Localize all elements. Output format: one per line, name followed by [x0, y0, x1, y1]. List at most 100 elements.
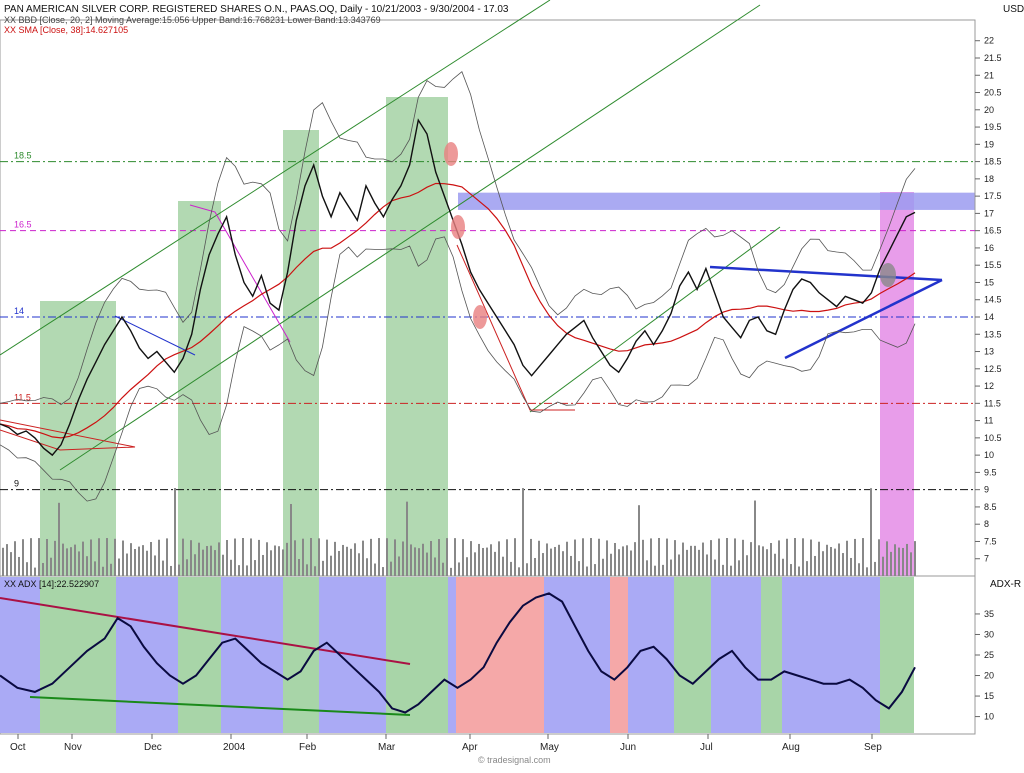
volume-bar — [866, 567, 868, 576]
price-tick-label: 21 — [984, 70, 994, 80]
volume-bar — [830, 546, 832, 576]
volume-bar — [814, 555, 816, 576]
volume-bar — [562, 551, 564, 576]
volume-bar — [718, 538, 720, 576]
volume-bar — [286, 542, 288, 576]
price-tick-label: 8 — [984, 519, 989, 529]
volume-bar — [906, 543, 908, 576]
volume-bar — [110, 563, 112, 576]
trend-lines — [0, 0, 943, 471]
volume-bar — [254, 560, 256, 576]
volume-bar — [658, 538, 660, 576]
zone-green-4 — [386, 97, 448, 576]
volume-bar — [162, 560, 164, 576]
volume-bar — [798, 566, 800, 576]
volume-bar — [206, 546, 208, 576]
volume-bar — [786, 538, 788, 576]
volume-bar — [910, 552, 912, 576]
volume-bar — [466, 557, 468, 576]
volume-bar — [902, 547, 904, 576]
volume-bar — [46, 538, 48, 576]
price-tick-label: 21.5 — [984, 53, 1002, 63]
volume-bar — [202, 549, 204, 576]
volume-bar — [302, 538, 304, 576]
channel-upper-line — [0, 0, 551, 356]
volume-bar — [454, 538, 456, 576]
volume-bar — [310, 538, 312, 576]
volume-bar — [618, 549, 620, 576]
volume-bar — [10, 552, 12, 576]
adx-zone-green — [178, 577, 221, 733]
price-tick-label: 16.5 — [984, 226, 1002, 236]
price-tick-label: 15 — [984, 277, 994, 287]
volume-bar — [74, 544, 76, 576]
volume-bar — [222, 554, 224, 576]
volume-bar — [526, 563, 528, 576]
volume-bar — [346, 546, 348, 576]
volume-bar — [270, 550, 272, 576]
price-tick-label: 22 — [984, 36, 994, 46]
x-tick-label: Jun — [620, 742, 636, 753]
volume-bar — [378, 538, 380, 576]
chart-title: PAN AMERICAN SILVER CORP. REGISTERED SHA… — [4, 4, 509, 15]
volume-bar — [330, 555, 332, 576]
volume-bar — [826, 544, 828, 576]
volume-bar — [218, 542, 220, 576]
volume-bar — [150, 541, 152, 576]
volume-bar — [14, 541, 16, 576]
volume-bar — [458, 562, 460, 576]
volume-bar — [642, 539, 644, 576]
adx-zone-blue — [628, 577, 674, 733]
adx-tick-label: 30 — [984, 629, 994, 639]
volume-bar — [90, 539, 92, 576]
adx-axis: 10 15 20 25 30 35 — [975, 609, 994, 722]
triangle-lower-line — [784, 278, 943, 360]
volume-bar — [398, 556, 400, 576]
reference-label: 14 — [14, 306, 24, 316]
volume-bar — [858, 563, 860, 576]
price-tick-label: 12 — [984, 381, 994, 391]
volume-bar — [382, 567, 384, 576]
volume-bar — [226, 540, 228, 576]
volume-bar — [34, 567, 36, 576]
price-tick-label: 10.5 — [984, 433, 1002, 443]
price-axis: 7 7.5 8 8.5 9 9.5 10 10.5 11 11.5 12 12.5 13 13.5 14 14… — [975, 36, 1002, 564]
volume-bar — [158, 539, 160, 576]
price-tick-label: 14.5 — [984, 295, 1002, 305]
volume-bar — [390, 561, 392, 576]
volume-bar — [778, 540, 780, 576]
volume-bar — [682, 542, 684, 576]
volume-bar — [502, 556, 504, 576]
x-tick-label: Feb — [299, 742, 317, 753]
volume-bar — [318, 538, 320, 576]
x-tick-label: Aug — [782, 742, 800, 753]
volume-bar — [418, 548, 420, 576]
price-tick-label: 7 — [984, 554, 989, 564]
volume-bar — [566, 541, 568, 576]
volume-bar — [126, 553, 128, 576]
volume-bar — [78, 551, 80, 576]
x-axis: Oct Nov Dec 2004 Feb Mar Apr May Jun Jul Aug Sep — [10, 734, 882, 753]
x-tick-label: Apr — [462, 742, 478, 753]
volume-bar — [82, 541, 84, 576]
price-tick-label: 14 — [984, 312, 994, 322]
sma-38-line — [0, 182, 916, 439]
resistance-band — [458, 192, 975, 210]
volume-bar — [838, 543, 840, 576]
volume-bar — [358, 553, 360, 576]
volume-bar — [550, 548, 552, 576]
volume-bar — [322, 560, 324, 576]
volume-bar — [50, 557, 52, 576]
volume-bar — [622, 546, 624, 576]
volume-bar — [362, 540, 364, 576]
price-tick-label: 19 — [984, 139, 994, 149]
volume-bar — [630, 550, 632, 576]
volume-bar — [238, 565, 240, 576]
volume-bar — [22, 539, 24, 576]
volume-bar — [518, 567, 520, 576]
bollinger-upper-line — [0, 71, 916, 405]
price-tick-label: 17.5 — [984, 191, 1002, 201]
volume-bar — [154, 555, 156, 576]
volume-bar — [266, 542, 268, 576]
